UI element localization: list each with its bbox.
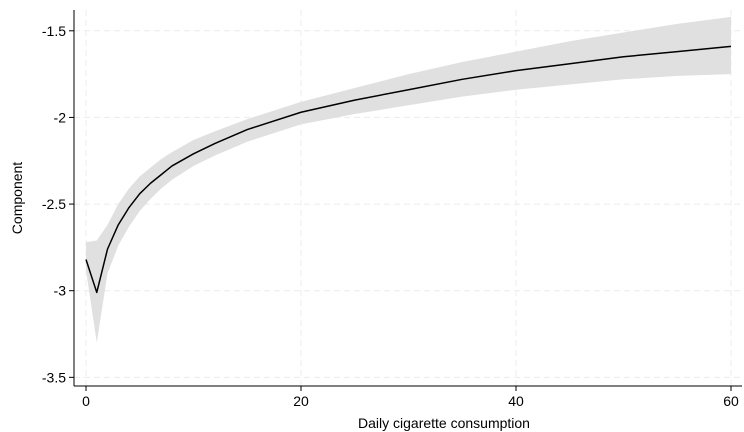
- y-tick-label: -1.5: [42, 23, 66, 39]
- y-ticks: -3.5 -3 -2.5 -2 -1.5: [42, 23, 74, 385]
- x-tick-label: 40: [508, 393, 524, 409]
- x-ticks: 0 20 40 60: [82, 386, 739, 409]
- series-line: [85, 45, 732, 294]
- y-tick-label: -2.5: [42, 196, 66, 212]
- x-axis-label: Daily cigarette consumption: [358, 415, 530, 431]
- x-tick-label: 20: [293, 393, 309, 409]
- y-tick-label: -3: [54, 283, 67, 299]
- plot-area: [74, 10, 742, 386]
- x-tick-label: 0: [82, 393, 90, 409]
- y-axis-label: Component: [9, 162, 25, 234]
- x-tick-label: 60: [723, 393, 739, 409]
- confidence-band: [86, 16, 731, 343]
- y-tick-label: -3.5: [42, 369, 66, 385]
- y-tick-label: -2: [54, 109, 67, 125]
- y-grid: [74, 30, 742, 378]
